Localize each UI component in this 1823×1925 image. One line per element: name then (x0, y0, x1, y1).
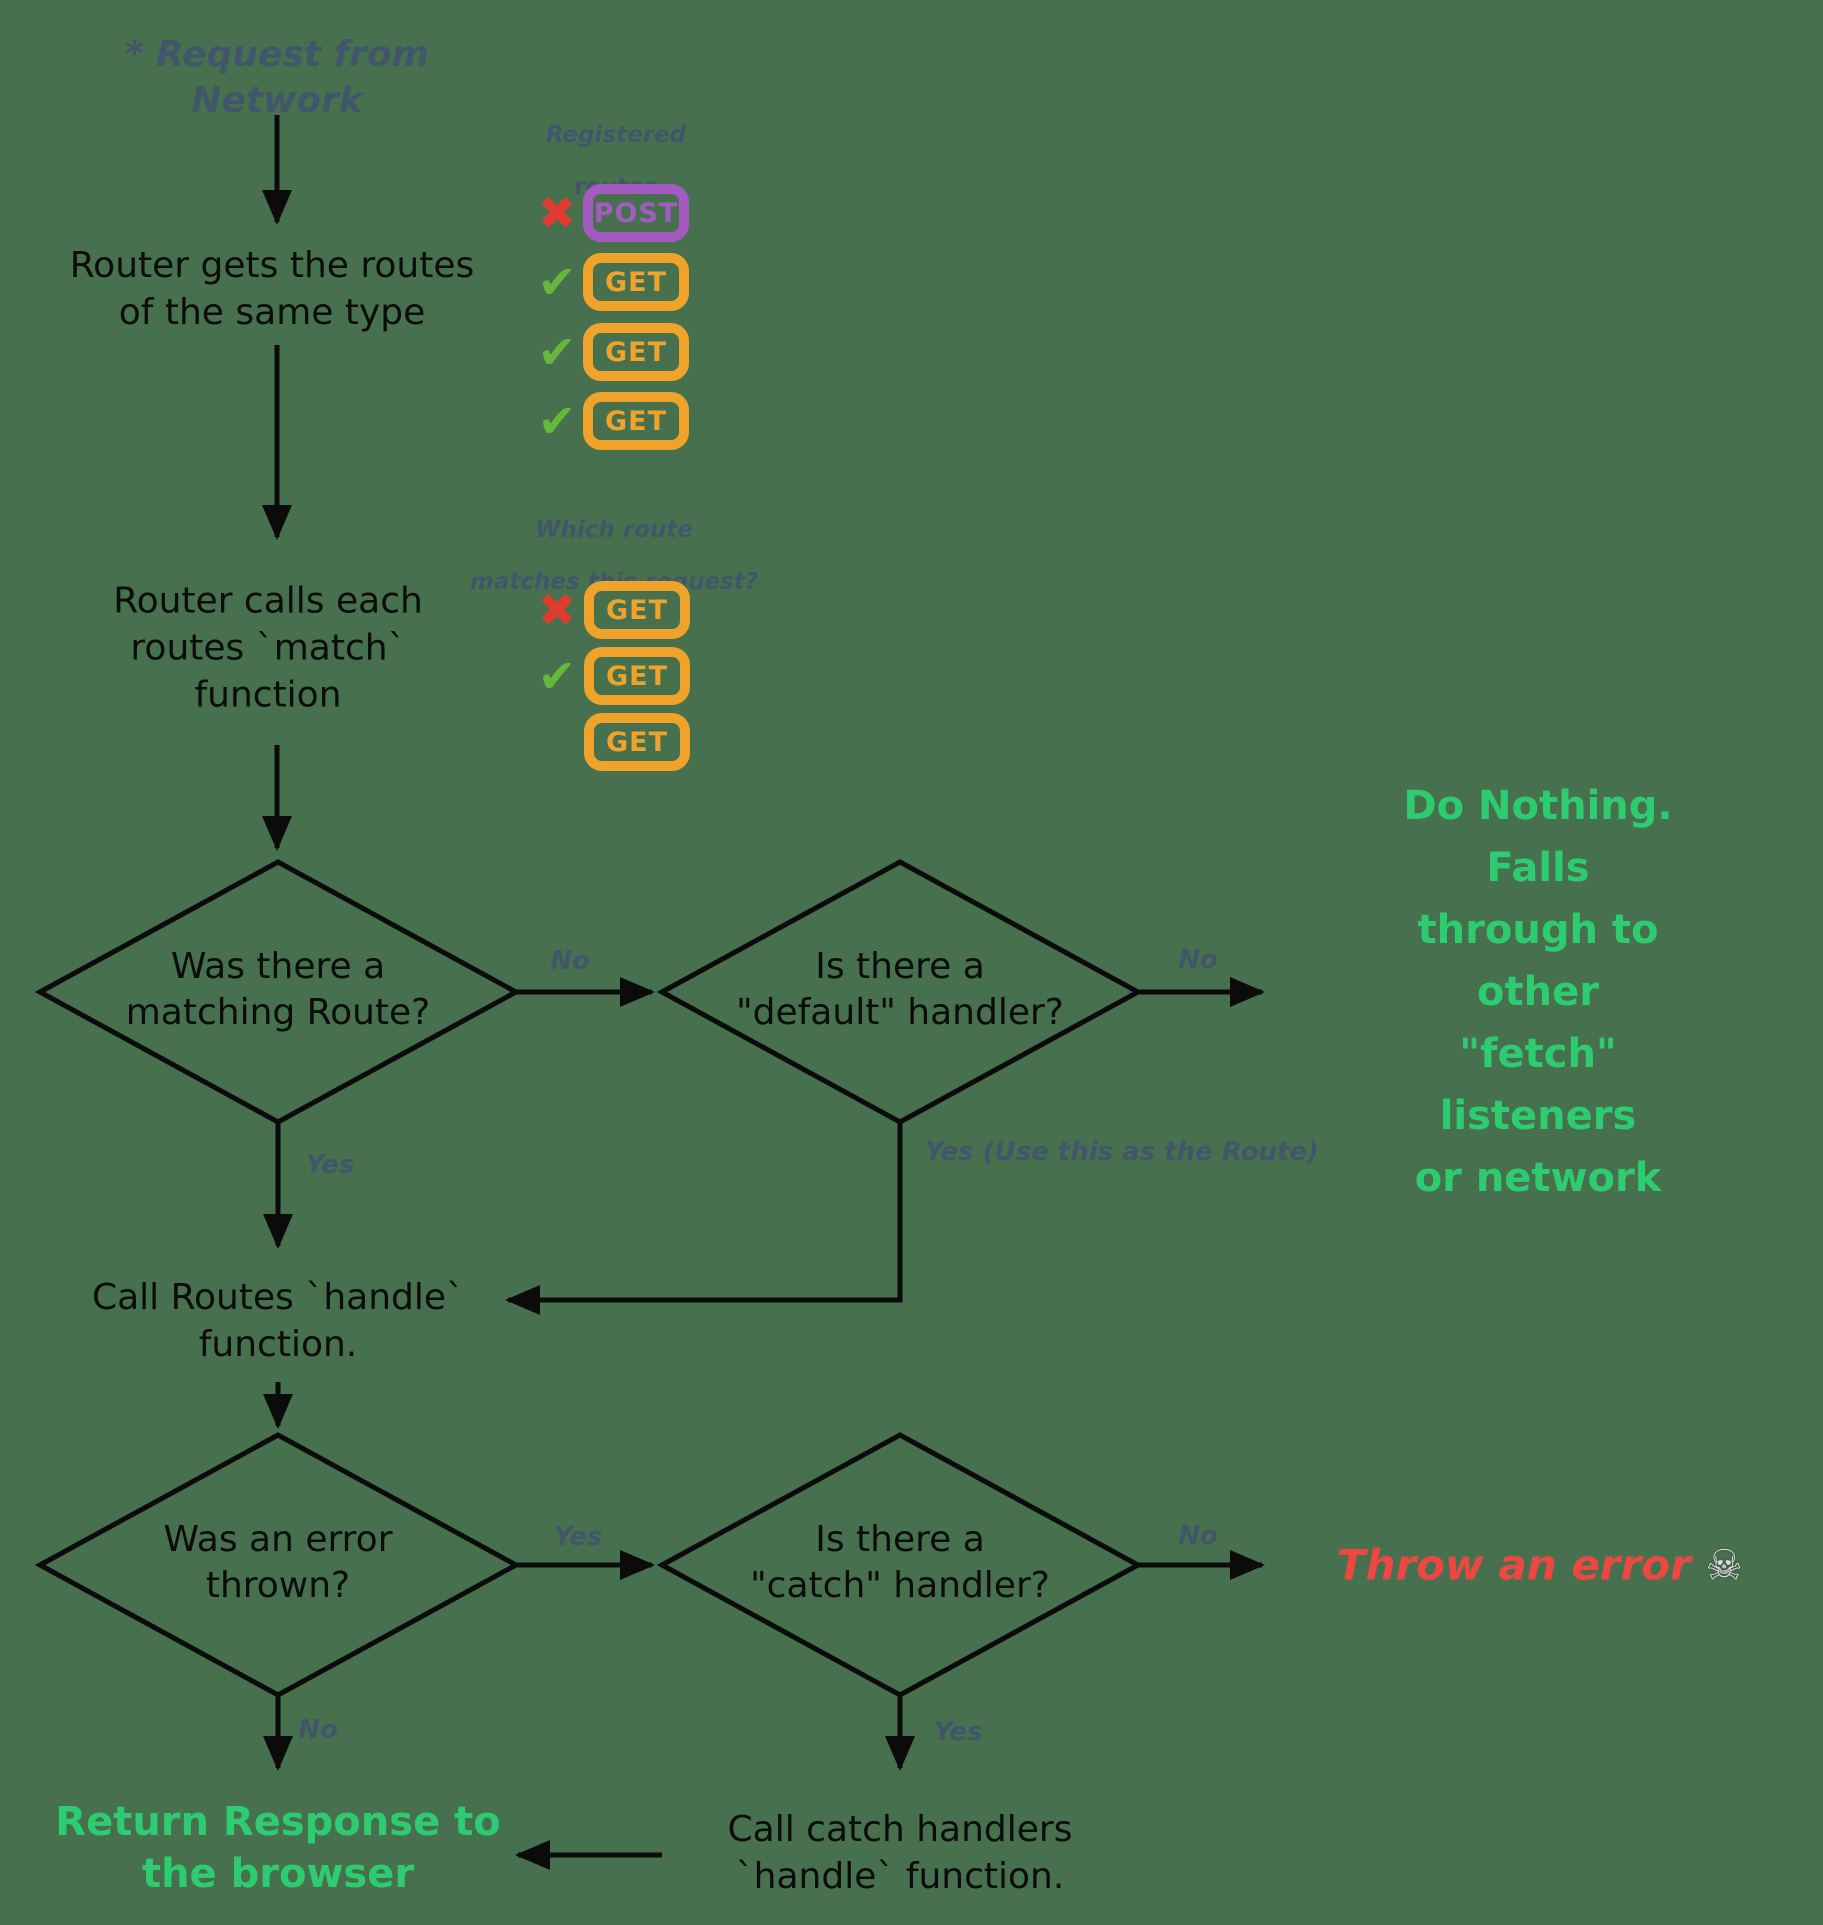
registered-routes-title-line1: Registered (545, 122, 687, 148)
throw-error-text: Throw an error (1336, 1540, 1706, 1590)
decision-default-handler-text: Is there a "default" handler? (736, 946, 1064, 1033)
edge-label-no: No (1178, 1521, 1218, 1551)
check-icon: ✔ (537, 394, 577, 448)
post-route-badge: POST (583, 184, 689, 242)
get-route-label: GET (604, 336, 668, 368)
which-route-title-line1: Which route (535, 517, 693, 543)
get-route-badge: GET (583, 253, 689, 311)
get-route-label: GET (604, 266, 668, 298)
check-icon: ✔ (537, 649, 577, 703)
get-route-badge: GET (584, 713, 690, 771)
get-route-badge: GET (584, 647, 690, 705)
outcome-return-response: Return Response to the browser (55, 1799, 501, 1897)
edge-label-yes: Yes (933, 1717, 983, 1747)
edge-label-yes-use-route: Yes (Use this as the Route) (925, 1137, 1319, 1167)
get-route-label: GET (605, 726, 669, 758)
check-icon: ✔ (537, 325, 577, 379)
get-route-badge: GET (583, 323, 689, 381)
decision-error-thrown-text: Was an error thrown? (163, 1519, 393, 1606)
step-call-catch-handlers: Call catch handlers `handle` function. (727, 1809, 1073, 1897)
get-route-badge: GET (584, 581, 690, 639)
arrow-yes-default-to-call-handle (505, 1122, 903, 1315)
step-router-gets-routes: Router gets the routes of the same type (69, 245, 475, 333)
which-route-title: Which route matches this request? (470, 491, 758, 595)
get-route-label: GET (604, 405, 668, 437)
edge-label-no: No (298, 1715, 338, 1745)
outcome-throw-error: Throw an error ☠ (1337, 1541, 1743, 1590)
edge-label-no: No (550, 946, 590, 976)
get-route-label: GET (605, 660, 669, 692)
decision-matching-route-text: Was there a matching Route? (125, 946, 431, 1033)
edge-label-no: No (1178, 945, 1218, 975)
skull-icon: ☠ (1705, 1540, 1744, 1590)
edge-label-yes: Yes (305, 1150, 355, 1180)
start-request-from-network: * Request from Network (124, 34, 430, 121)
edge-label-yes: Yes (553, 1522, 603, 1552)
decision-catch-handler-text: Is there a "catch" handler? (750, 1519, 1050, 1606)
check-icon: ✔ (537, 255, 577, 309)
step-router-calls-match: Router calls each routes `match` functio… (113, 580, 423, 716)
cross-icon: ✖ (537, 583, 577, 637)
get-route-badge: GET (583, 392, 689, 450)
outcome-do-nothing: Do Nothing. Falls through to other "fetc… (1403, 783, 1673, 1201)
get-route-label: GET (605, 594, 669, 626)
step-call-routes-handle: Call Routes `handle` function. (91, 1277, 465, 1365)
cross-icon: ✖ (537, 186, 577, 240)
post-route-label: POST (593, 197, 679, 229)
